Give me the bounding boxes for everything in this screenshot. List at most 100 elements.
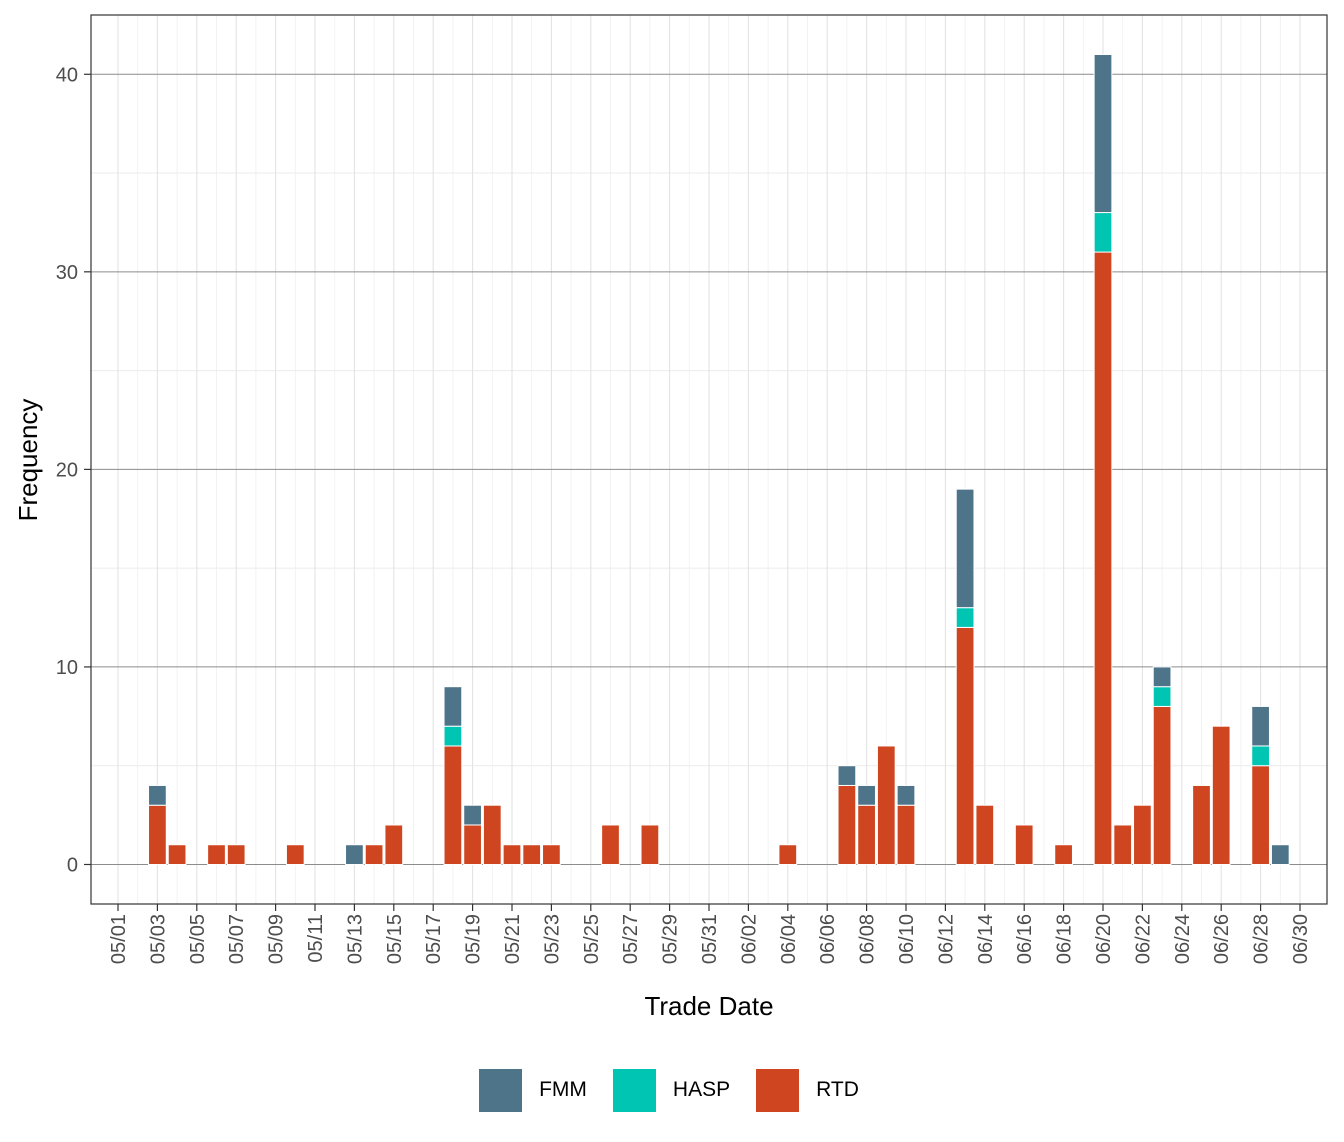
y-tick-label: 30 <box>56 262 78 284</box>
x-tick-label: 06/20 <box>1093 914 1115 964</box>
bar-rtd-05-21 <box>502 844 522 865</box>
bar-rtd-05-07 <box>226 844 246 865</box>
y-axis: 0 10 20 30 40 <box>56 64 91 876</box>
bar-fmm-06-07 <box>837 765 857 786</box>
bar-rtd-05-14 <box>364 844 384 865</box>
x-tick-label: 06/14 <box>975 914 997 964</box>
legend-swatch-hasp <box>612 1068 656 1112</box>
legend-item-hasp: HASP <box>612 1068 736 1112</box>
bar-fmm-05-13 <box>345 844 364 865</box>
bar-hasp-06-23 <box>1152 686 1172 707</box>
x-tick-label: 06/12 <box>935 914 957 964</box>
bar-rtd-06-25 <box>1192 784 1211 865</box>
y-tick-label: 40 <box>56 64 78 86</box>
x-tick-label: 06/28 <box>1251 914 1273 964</box>
x-tick-label: 06/30 <box>1290 914 1312 964</box>
bar-fmm-06-23 <box>1152 666 1172 688</box>
bar-rtd-05-20 <box>482 804 502 865</box>
bar-rtd-05-22 <box>522 844 542 865</box>
bar-rtd-05-15 <box>384 824 404 865</box>
legend-label-fmm: FMM <box>539 1078 587 1101</box>
legend-label-rtd: RTD <box>816 1078 859 1101</box>
bar-rtd-05-06 <box>207 844 226 865</box>
x-tick-label: 06/08 <box>857 914 879 964</box>
bar-rtd-06-08 <box>857 804 876 865</box>
y-axis-title: Frequency <box>13 399 43 522</box>
grid-lines <box>91 15 1327 904</box>
bar-rtd-06-20 <box>1093 251 1113 865</box>
x-tick-label: 05/31 <box>699 914 721 964</box>
bar-rtd-05-26 <box>601 824 620 865</box>
bar-rtd-06-26 <box>1211 725 1231 865</box>
x-tick-label: 05/21 <box>502 914 524 964</box>
bar-rtd-05-19 <box>463 824 482 865</box>
bar-chart: 0 10 20 30 40 05/01 05/03 05/05 05/07 05/09 05/11… <box>13 14 1328 1021</box>
bar-rtd-06-09 <box>876 745 896 865</box>
legend-swatch-rtd <box>756 1068 800 1112</box>
x-tick-label: 05/19 <box>463 914 485 964</box>
bar-fmm-06-20 <box>1093 54 1113 214</box>
x-tick-label: 05/29 <box>660 914 682 964</box>
x-tick-label: 06/02 <box>738 914 760 964</box>
x-tick-label: 06/26 <box>1211 914 1233 964</box>
bar-fmm-05-19 <box>463 804 482 826</box>
x-axis: 05/01 05/03 05/05 05/07 05/09 05/11 05/13 05/15… <box>108 904 1312 964</box>
x-tick-label: 06/24 <box>1172 914 1194 964</box>
y-tick-label: 10 <box>56 657 78 679</box>
x-tick-label: 05/23 <box>541 914 563 964</box>
x-tick-label: 06/10 <box>896 914 918 964</box>
bar-fmm-05-03 <box>148 784 167 806</box>
bar-fmm-06-08 <box>857 784 876 806</box>
x-tick-label: 05/13 <box>344 914 366 964</box>
x-tick-label: 06/06 <box>817 914 839 964</box>
bar-rtd-06-10 <box>896 804 916 865</box>
x-tick-label: 05/09 <box>266 914 288 964</box>
x-tick-label: 05/11 <box>305 914 327 963</box>
x-tick-label: 05/15 <box>384 914 406 964</box>
legend-swatch-fmm <box>479 1068 523 1112</box>
bar-rtd-06-16 <box>1014 824 1034 865</box>
legend-label-hasp: HASP <box>672 1078 731 1101</box>
bar-fmm-06-28 <box>1251 705 1270 747</box>
x-tick-label: 05/27 <box>620 914 642 964</box>
bar-rtd-06-07 <box>837 784 857 865</box>
bar-hasp-06-13 <box>955 607 975 628</box>
x-tick-label: 05/25 <box>581 914 603 964</box>
bar-rtd-05-18 <box>443 745 463 865</box>
bar-fmm-06-10 <box>896 784 916 806</box>
bar-rtd-06-21 <box>1113 824 1133 865</box>
bar-rtd-05-10 <box>285 844 305 865</box>
bar-rtd-06-23 <box>1152 705 1172 865</box>
x-tick-label: 06/04 <box>778 914 800 964</box>
legend: FMM HASP RTD <box>0 1066 1344 1114</box>
x-tick-label: 05/05 <box>187 914 209 964</box>
bar-rtd-06-18 <box>1054 844 1073 865</box>
bar-rtd-05-04 <box>167 844 187 865</box>
x-tick-label: 05/17 <box>423 914 445 964</box>
x-axis-title: Trade Date <box>644 991 773 1021</box>
y-tick-label: 20 <box>56 459 78 481</box>
bar-fmm-06-13 <box>955 488 975 609</box>
bar-fmm-06-29 <box>1270 844 1290 865</box>
bar-hasp-06-28 <box>1251 745 1270 767</box>
bar-rtd-06-04 <box>778 844 798 865</box>
x-tick-label: 06/16 <box>1014 914 1036 964</box>
bars <box>148 54 1290 865</box>
bar-rtd-05-28 <box>640 824 660 865</box>
bar-rtd-05-23 <box>542 844 561 865</box>
bar-rtd-06-28 <box>1251 765 1270 865</box>
bar-hasp-06-20 <box>1093 212 1113 253</box>
bar-rtd-06-13 <box>955 626 975 865</box>
x-tick-label: 06/18 <box>1054 914 1076 964</box>
bar-rtd-06-22 <box>1133 804 1152 865</box>
bar-rtd-06-14 <box>975 804 995 865</box>
x-tick-label: 05/07 <box>226 914 248 964</box>
legend-item-fmm: FMM <box>479 1068 593 1112</box>
bar-fmm-05-18 <box>443 686 463 727</box>
y-tick-label: 0 <box>67 854 78 876</box>
x-tick-label: 06/22 <box>1132 914 1154 964</box>
legend-item-rtd: RTD <box>756 1068 865 1112</box>
x-tick-label: 05/03 <box>147 914 169 964</box>
bar-rtd-05-03 <box>148 804 167 865</box>
bar-hasp-05-18 <box>443 725 463 747</box>
